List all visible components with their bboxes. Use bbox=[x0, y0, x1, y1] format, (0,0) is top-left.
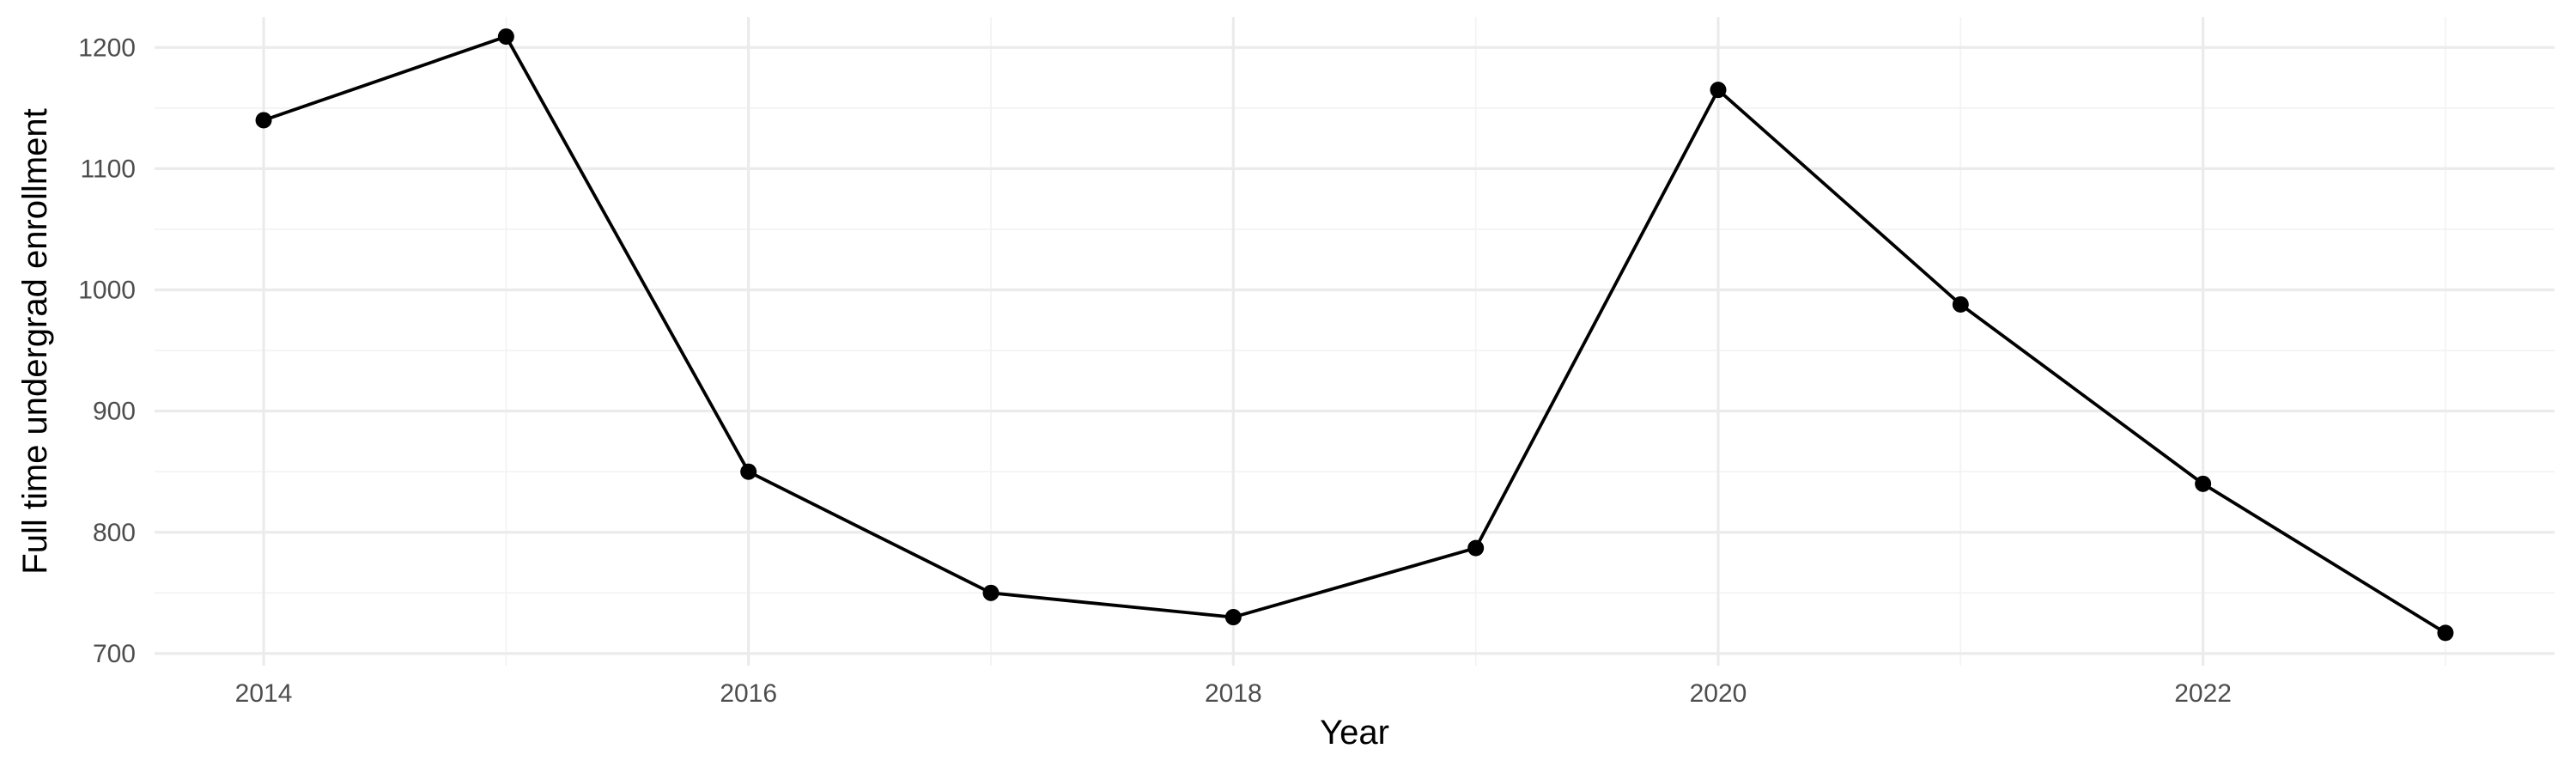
y-tick-label: 700 bbox=[93, 640, 136, 668]
y-tick-label: 900 bbox=[93, 398, 136, 426]
y-tick-label: 1100 bbox=[80, 155, 136, 183]
data-point bbox=[2437, 624, 2454, 642]
data-point bbox=[1224, 609, 1242, 626]
points-layer bbox=[255, 28, 2454, 642]
data-point bbox=[2195, 475, 2212, 492]
x-tick-label: 2018 bbox=[1205, 679, 1262, 708]
x-tick-label: 2022 bbox=[2174, 679, 2232, 708]
data-point bbox=[740, 463, 757, 480]
x-axis-title: Year bbox=[1320, 714, 1389, 752]
series-layer bbox=[262, 34, 2447, 635]
grid-lines bbox=[155, 17, 2555, 666]
x-tick-label: 2016 bbox=[720, 679, 777, 708]
data-point bbox=[1467, 539, 1485, 557]
data-point bbox=[982, 584, 999, 601]
data-point bbox=[1952, 295, 1969, 313]
data-point bbox=[255, 112, 272, 129]
data-point bbox=[1710, 82, 1727, 99]
data-point bbox=[497, 28, 514, 46]
y-tick-label: 800 bbox=[93, 519, 136, 547]
series-line bbox=[262, 34, 2447, 635]
y-axis-title: Full time undergrad enrollment bbox=[16, 108, 54, 574]
tick-labels: 700 800 900 1000 1100 1200 2014 2016 2018 2020 202… bbox=[78, 33, 2232, 708]
y-tick-label: 1200 bbox=[78, 33, 136, 62]
y-tick-label: 1000 bbox=[78, 277, 136, 305]
x-tick-label: 2014 bbox=[235, 679, 293, 708]
x-tick-label: 2020 bbox=[1690, 679, 1747, 708]
